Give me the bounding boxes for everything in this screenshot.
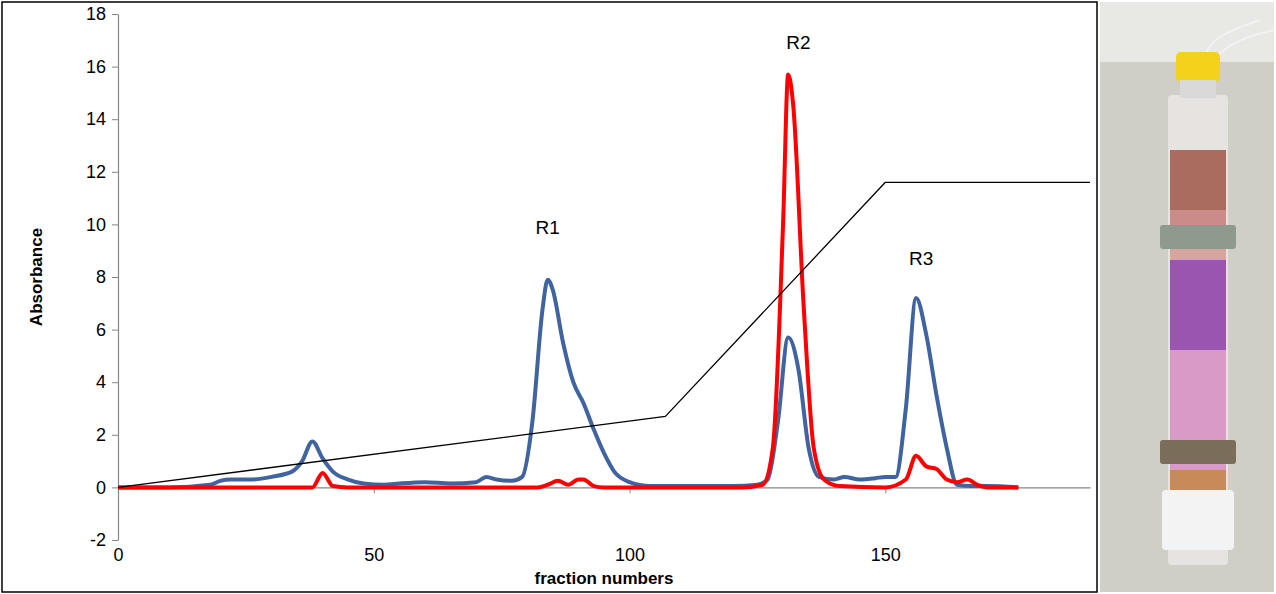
y-tick: 0 xyxy=(96,478,118,498)
background xyxy=(0,0,1276,594)
chart-root: -2 0 2 4 6 8 10 12 14 16 18 0 50 100 150 fraction numbe… xyxy=(0,0,1276,594)
y-tick-mark xyxy=(112,14,118,15)
y-tick-mark xyxy=(112,330,118,331)
y-tick-mark xyxy=(112,67,118,68)
clamp-top xyxy=(1160,225,1236,249)
y-tick-mark xyxy=(112,435,118,436)
y-tick-mark xyxy=(112,119,118,120)
x-axis: 0 50 100 150 xyxy=(113,487,1090,564)
y-tick-label: 10 xyxy=(86,215,106,235)
y-tick-mark xyxy=(112,382,118,383)
y-axis: -2 0 2 4 6 8 10 12 14 16 18 xyxy=(86,4,119,550)
cap-ring xyxy=(1180,80,1216,98)
x-tick: 50 xyxy=(364,487,384,564)
peak-label: R3 xyxy=(909,248,933,269)
y-tick-label: 6 xyxy=(96,320,106,340)
y-axis-title: Absorbance xyxy=(27,228,46,326)
x-tick: 100 xyxy=(615,487,645,564)
peak-label: R2 xyxy=(786,32,810,53)
column-picture xyxy=(1100,2,1274,592)
y-axis-line xyxy=(118,15,119,541)
y-tick-mark xyxy=(112,224,118,225)
series-line xyxy=(118,74,1018,487)
x-tick: 0 xyxy=(113,487,123,564)
y-tick: 10 xyxy=(86,215,118,235)
y-tick-label: 18 xyxy=(86,4,106,24)
y-tick-label: 8 xyxy=(96,267,106,287)
y-tick-label: 14 xyxy=(86,109,106,129)
y-tick-mark xyxy=(112,277,118,278)
series-line xyxy=(118,182,1090,487)
band-purple xyxy=(1170,260,1226,350)
x-axis-title: fraction numbers xyxy=(535,569,674,588)
y-tick-label: 4 xyxy=(96,372,106,392)
y-tick: 16 xyxy=(86,57,118,77)
band-brown xyxy=(1170,150,1226,210)
y-tick: 4 xyxy=(96,372,118,392)
y-tick-label: 16 xyxy=(86,57,106,77)
clamp-bottom xyxy=(1160,440,1236,464)
y-tick-label: 0 xyxy=(96,478,106,498)
photo-background xyxy=(1100,2,1274,592)
y-tick: 18 xyxy=(86,4,118,24)
column-base xyxy=(1162,490,1234,550)
y-tick: 8 xyxy=(96,267,118,287)
y-tick-mark xyxy=(112,540,118,541)
chart-frame xyxy=(2,2,1097,592)
y-tick-label: 2 xyxy=(96,425,106,445)
y-tick-label: -2 xyxy=(90,530,106,550)
y-tick: 2 xyxy=(96,425,118,445)
plot-area xyxy=(118,74,1090,487)
x-tick-label: 150 xyxy=(871,545,901,565)
band-orange xyxy=(1170,470,1226,490)
y-tick-label: 12 xyxy=(86,162,106,182)
peak-label: R1 xyxy=(536,217,560,238)
y-tick-mark xyxy=(112,172,118,173)
y-tick: 6 xyxy=(96,320,118,340)
cap-yellow xyxy=(1176,52,1220,82)
x-tick-label: 100 xyxy=(615,545,645,565)
series-line xyxy=(118,280,1018,488)
y-tick: 12 xyxy=(86,162,118,182)
x-tick-label: 0 xyxy=(113,545,123,565)
y-tick-mark xyxy=(112,487,118,488)
x-tick-label: 50 xyxy=(364,545,384,565)
x-tick: 150 xyxy=(871,487,901,564)
y-tick: 14 xyxy=(86,109,118,129)
